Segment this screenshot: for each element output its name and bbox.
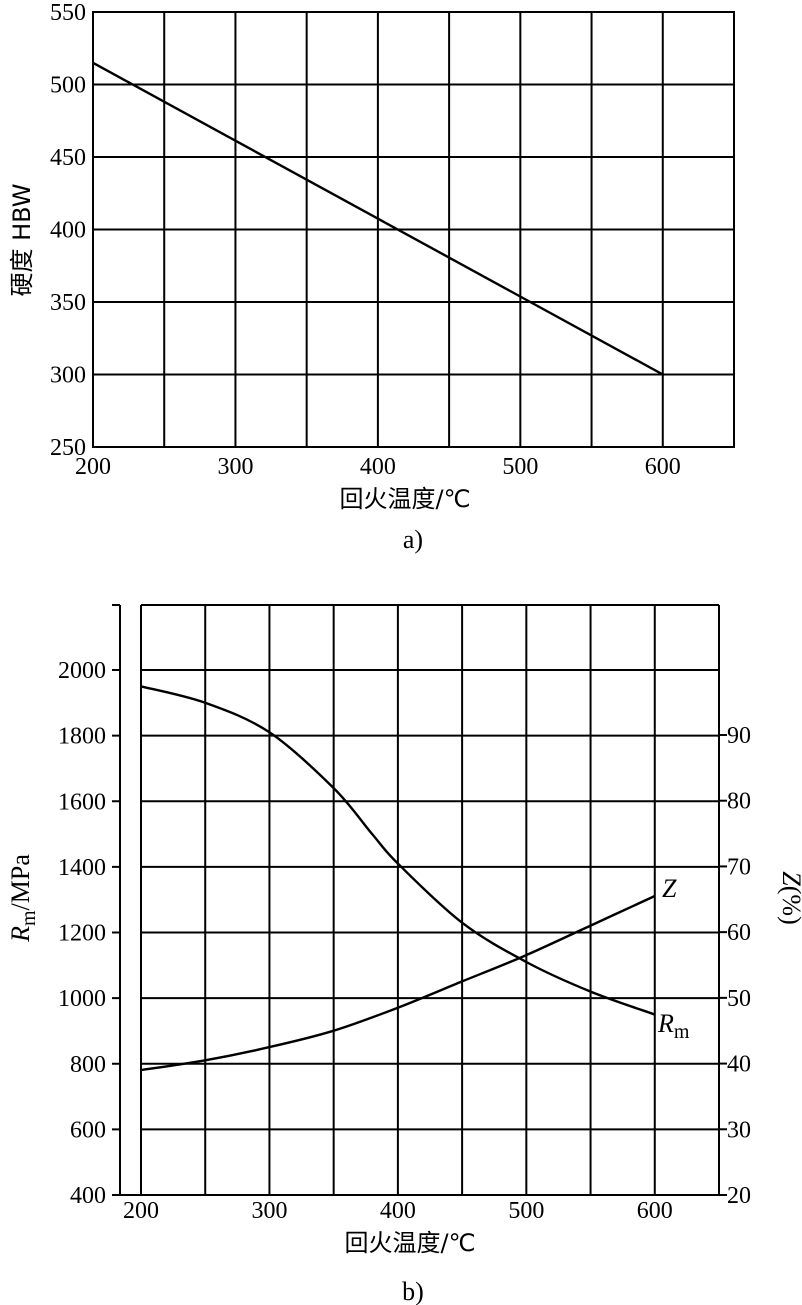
- chart-b-left-tick-labels: 2000 1800 1600 1400 1200 1000 800 600 400: [58, 658, 106, 1209]
- chart-a-x-tick-label: 400: [360, 454, 396, 480]
- chart-b-left-axis-label: Rm/MPa: [6, 854, 40, 943]
- chart-b-right-tick-label: 30: [727, 1117, 751, 1143]
- series-label-rm-sub: m: [674, 1021, 690, 1043]
- chart-b-right-tick-label: 20: [727, 1183, 751, 1209]
- chart-a-y-tick-label: 300: [50, 363, 86, 389]
- chart-a-y-tick-label: 450: [50, 145, 86, 171]
- chart-b-left-tick-label: 1400: [58, 855, 106, 881]
- left-axis-label-sub: m: [18, 910, 40, 926]
- chart-b-left-tick-label: 1800: [58, 724, 106, 750]
- chart-b-caption: b): [402, 1277, 424, 1305]
- series-line-z: [140, 894, 656, 1072]
- chart-b-left-tick-label: 1000: [58, 986, 106, 1012]
- chart-a-grid: [93, 12, 734, 447]
- chart-a-x-tick-label: 500: [502, 454, 538, 480]
- chart-b-left-tick-label: 800: [70, 1052, 106, 1078]
- chart-a-x-tick-label: 600: [645, 454, 681, 480]
- series-line-rm: [140, 685, 656, 1016]
- chart-b-left-tick-label: 2000: [58, 658, 106, 684]
- chart-b-left-tick-label: 600: [70, 1117, 106, 1143]
- hardness-line: [92, 61, 664, 376]
- chart-b-right-axis-label: Z(%): [777, 871, 802, 924]
- chart-a-y-tick-labels: 550 500 450 400 350 300 250: [50, 0, 86, 461]
- chart-b-right-tick-label: 50: [727, 986, 751, 1012]
- chart-a-x-tick-label: 200: [75, 454, 111, 480]
- strength-chart: 200 300 400 500 600 2000 1800 1600 1400 1200 1000…: [6, 604, 802, 1305]
- hardness-chart: 200 300 400 500 600 550 500 450 400 350 300 250 回火…: [8, 0, 735, 554]
- chart-a-y-tick-label: 500: [50, 73, 86, 99]
- right-axis-label-var: Z: [777, 871, 802, 886]
- series-label-rm-base: R: [657, 1009, 674, 1038]
- chart-b-grid: [141, 605, 719, 1195]
- series-label-rm: Rm: [657, 1009, 690, 1043]
- series-label-z: Z: [662, 874, 677, 903]
- chart-b-frame: [112, 604, 727, 1196]
- left-axis-label-base: R: [6, 926, 35, 943]
- chart-a-caption: a): [403, 525, 423, 554]
- chart-a-x-axis-label: 回火温度/℃: [339, 485, 470, 513]
- chart-a-y-tick-label: 350: [50, 290, 86, 316]
- chart-b-right-tick-label: 70: [727, 854, 751, 880]
- chart-a-y-tick-label: 400: [50, 218, 86, 244]
- chart-b-x-tick-label: 300: [251, 1198, 287, 1224]
- chart-a-y-tick-label: 250: [50, 435, 86, 461]
- chart-a-x-tick-label: 300: [217, 454, 253, 480]
- chart-b-x-tick-labels: 200 300 400 500 600: [123, 1198, 673, 1224]
- chart-a-x-tick-labels: 200 300 400 500 600: [75, 454, 681, 480]
- chart-b-series: [140, 685, 656, 1072]
- chart-b-left-tick-label: 400: [70, 1183, 106, 1209]
- chart-a-series: [92, 61, 664, 376]
- chart-a-y-axis-label: 硬度 HBW: [8, 183, 36, 296]
- chart-a-frame: [92, 11, 735, 448]
- chart-b-right-tick-labels: 90 80 70 60 50 40 30 20: [727, 723, 751, 1209]
- chart-b-left-tick-label: 1200: [58, 921, 106, 947]
- chart-b-right-tick-label: 80: [727, 789, 751, 815]
- chart-b-right-tick-label: 90: [727, 723, 751, 749]
- chart-b-x-axis-label: 回火温度/℃: [344, 1229, 475, 1257]
- chart-b-right-tick-label: 40: [727, 1052, 751, 1078]
- chart-b-x-tick-label: 200: [123, 1198, 159, 1224]
- chart-b-x-tick-label: 600: [637, 1198, 673, 1224]
- chart-b-left-tick-label: 1600: [58, 789, 106, 815]
- chart-b-x-tick-label: 400: [380, 1198, 416, 1224]
- chart-b-x-tick-label: 500: [508, 1198, 544, 1224]
- chart-b-right-tick-label: 60: [727, 920, 751, 946]
- left-axis-label-rest: /MPa: [6, 854, 35, 911]
- chart-a-y-tick-label: 550: [50, 0, 86, 26]
- right-axis-label-rest: (%): [777, 886, 802, 925]
